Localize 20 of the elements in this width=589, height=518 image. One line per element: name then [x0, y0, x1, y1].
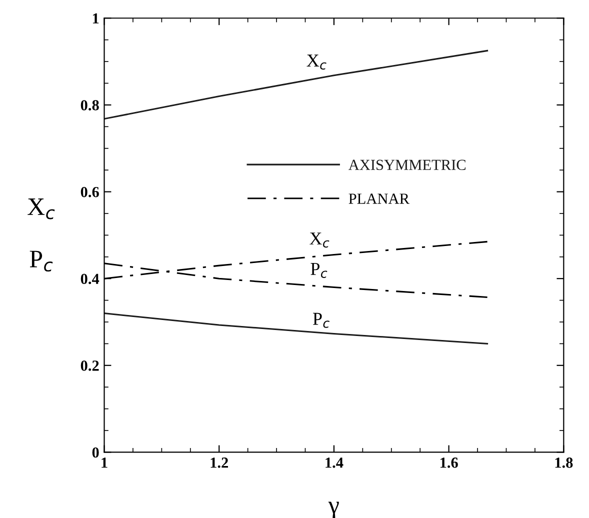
x-tick-label: 1.6 [440, 458, 458, 468]
line-series [104, 312, 488, 344]
text: X$_{c}$ P$_{c}$ [28, 198, 55, 272]
text: AXISYMMETRIC [348, 160, 466, 170]
text: PLANAR [348, 194, 410, 204]
y-tick-label: 0.6 [80, 186, 99, 198]
annotation: X$_{c}$ [306, 54, 326, 70]
x-tick-label: 1.4 [326, 458, 344, 468]
y-tick-label: 1 [92, 13, 99, 24]
y-tick-label: 0.4 [80, 274, 100, 284]
y-tick-label: 0 [92, 447, 99, 458]
y-tick-label: 0.8 [80, 100, 99, 110]
annotation: P$_{c}$ [310, 262, 328, 278]
annotation: X$_{c}$ [310, 232, 330, 248]
x-tick-label: 1.2 [210, 458, 228, 468]
line-series [104, 50, 488, 120]
y-tick-label: 0.2 [80, 360, 99, 371]
x-tick-label: 1.8 [555, 458, 573, 468]
annotation: P$_{c}$ [313, 312, 330, 328]
x-tick-label: 1 [102, 458, 108, 468]
